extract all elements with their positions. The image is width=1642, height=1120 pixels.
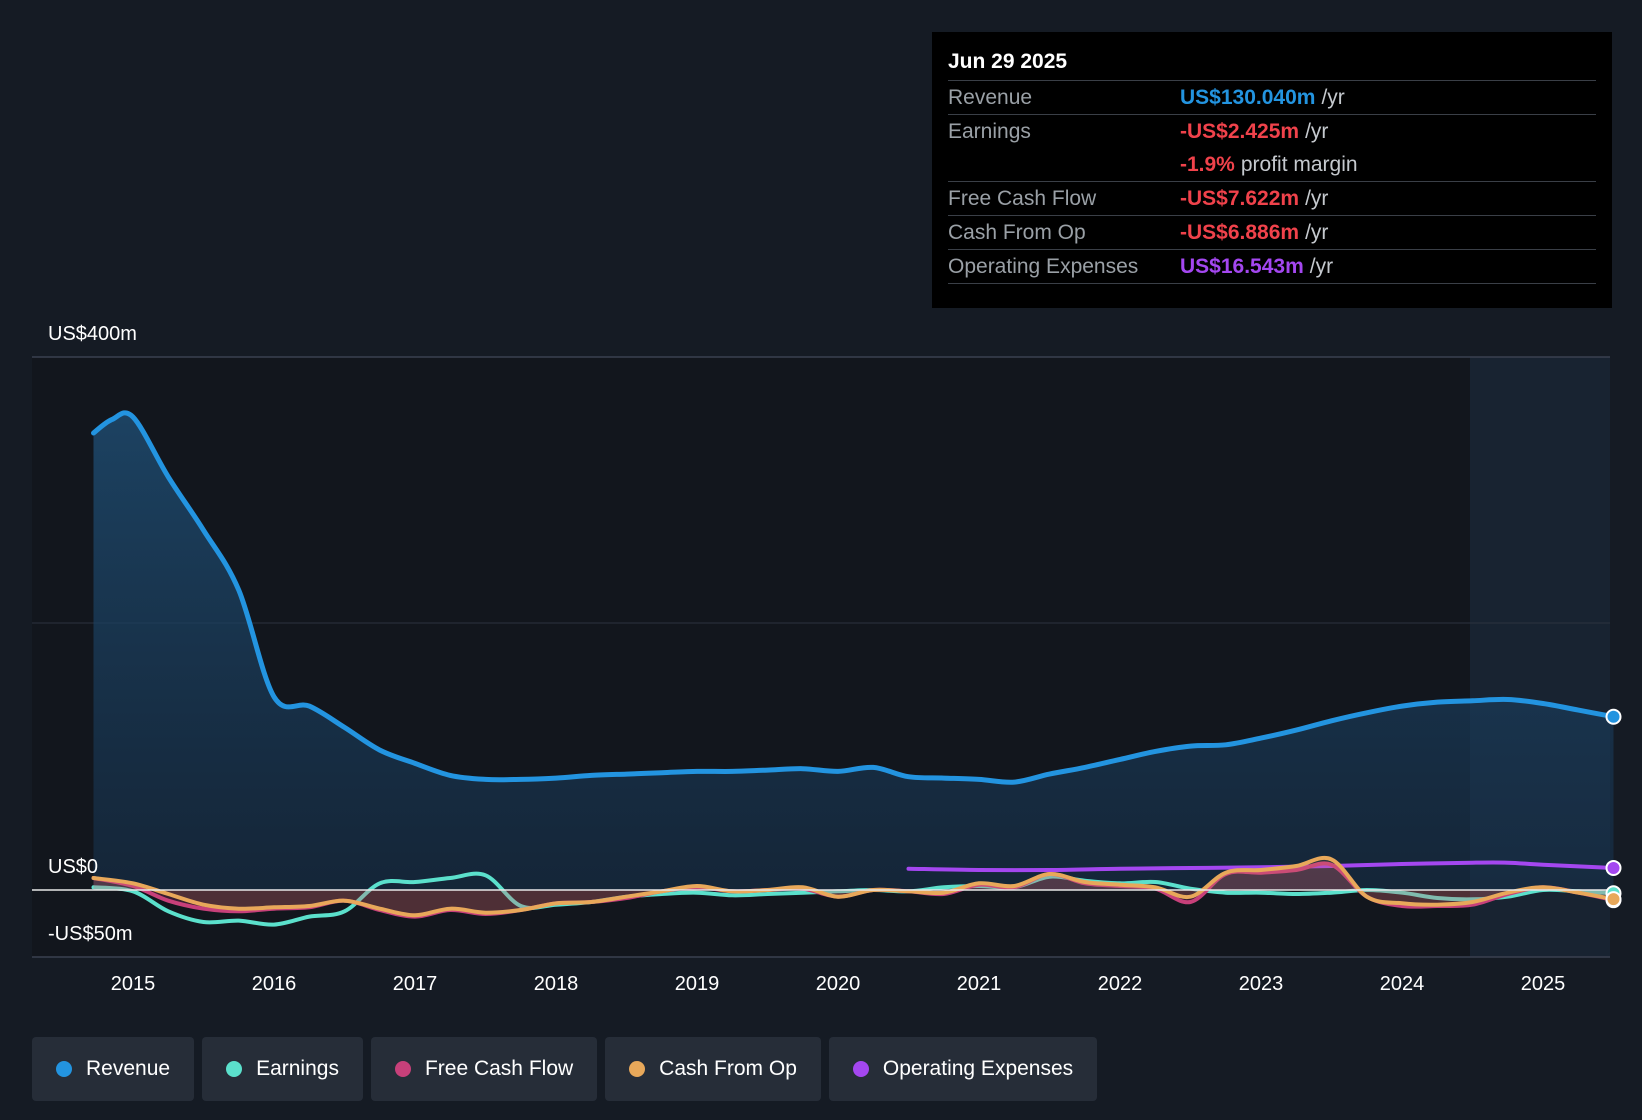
legend-item-operating-expenses[interactable]: Operating Expenses	[828, 1037, 1098, 1101]
legend-label: Revenue	[86, 1057, 171, 1080]
tooltip-label: Free Cash Flow	[948, 187, 1097, 210]
tooltip-value: US$16.543m	[1180, 255, 1304, 278]
legend-dot-icon	[226, 1061, 243, 1077]
legend: Revenue Earnings Free Cash Flow Cash Fro…	[32, 1037, 1098, 1101]
tooltip-value: -US$7.622m	[1180, 187, 1300, 210]
tooltip-label	[948, 148, 1180, 181]
endpoint-layer	[1605, 708, 1622, 909]
x-tick-label: 2022	[1098, 973, 1143, 995]
legend-label: Free Cash Flow	[424, 1057, 574, 1080]
y-tick-label-zero: US$0	[48, 856, 98, 878]
tooltip-unit: /yr	[1305, 187, 1329, 210]
tooltip-label: Cash From Op	[948, 221, 1086, 244]
endpoint-marker-revenue	[1605, 708, 1622, 725]
tooltip-unit: /yr	[1321, 86, 1345, 109]
legend-label: Cash From Op	[659, 1057, 797, 1080]
tooltip-panel: Jun 29 2025 Revenue US$130.040m /yr Earn…	[932, 32, 1612, 308]
legend-dot-icon	[394, 1061, 411, 1077]
series-line-cash-from-op	[91, 855, 1616, 918]
tooltip-label: Earnings	[948, 120, 1031, 143]
x-tick-label: 2020	[816, 973, 861, 995]
y-tick-label-top: US$400m	[48, 323, 137, 345]
tooltip-unit: /yr	[1305, 221, 1329, 244]
x-tick-label: 2021	[957, 973, 1002, 995]
legend-label: Earnings	[256, 1057, 339, 1080]
endpoint-marker-operating-expenses	[1605, 859, 1622, 876]
y-tick-label-bottom: -US$50m	[48, 923, 132, 945]
tooltip-value: -US$6.886m	[1180, 221, 1300, 244]
tooltip-label: Operating Expenses	[948, 255, 1139, 278]
series-area-revenue	[93, 412, 1614, 890]
tooltip-date: Jun 29 2025	[948, 50, 1068, 73]
x-tick-label: 2019	[675, 973, 720, 995]
tooltip-value: -US$2.425m	[1180, 120, 1300, 143]
legend-dot-icon	[852, 1061, 869, 1077]
x-tick-label: 2023	[1239, 973, 1284, 995]
tooltip-label: Revenue	[948, 86, 1033, 109]
series-area-free-cash-flow	[93, 863, 1614, 917]
tooltip-row-cash-from-op: Cash From Op -US$6.886m /yr	[948, 215, 1596, 249]
endpoint-marker-cash-from-op	[1605, 891, 1622, 908]
x-tick-label: 2017	[393, 973, 438, 995]
legend-dot-icon	[629, 1061, 646, 1077]
tooltip-row-operating-expenses: Operating Expenses US$16.543m /yr	[948, 249, 1596, 284]
legend-item-earnings[interactable]: Earnings	[202, 1037, 363, 1101]
tooltip-value: -1.9%	[1180, 153, 1235, 176]
legend-item-revenue[interactable]: Revenue	[32, 1037, 195, 1101]
series-line-revenue	[91, 410, 1616, 785]
tooltip-row-earnings: Earnings -US$2.425m /yr	[948, 114, 1596, 148]
x-tick-label: 2024	[1380, 973, 1425, 995]
x-tick-label: 2016	[252, 973, 297, 995]
tooltip-row-profit-margin: -1.9% profit margin	[948, 148, 1596, 181]
tooltip-row-revenue: Revenue US$130.040m /yr	[948, 80, 1596, 114]
x-axis-ticks: 2015 2016 2017 2018 2019 2020 2021 2022 2023 2024…	[111, 973, 1566, 995]
x-tick-label: 2018	[534, 973, 579, 995]
legend-label: Operating Expenses	[882, 1057, 1074, 1080]
legend-dot-icon	[56, 1061, 72, 1077]
tooltip-unit: profit margin	[1240, 153, 1358, 176]
tooltip-unit: /yr	[1309, 255, 1334, 278]
tooltip-unit: /yr	[1305, 120, 1329, 143]
tooltip-value: US$130.040m	[1180, 86, 1316, 109]
legend-item-cash-from-op[interactable]: Cash From Op	[605, 1037, 821, 1101]
x-tick-label: 2025	[1521, 973, 1566, 995]
x-tick-label: 2015	[111, 973, 156, 995]
legend-item-free-cash-flow[interactable]: Free Cash Flow	[370, 1037, 598, 1101]
tooltip-row-free-cash-flow: Free Cash Flow -US$7.622m /yr	[948, 181, 1596, 215]
